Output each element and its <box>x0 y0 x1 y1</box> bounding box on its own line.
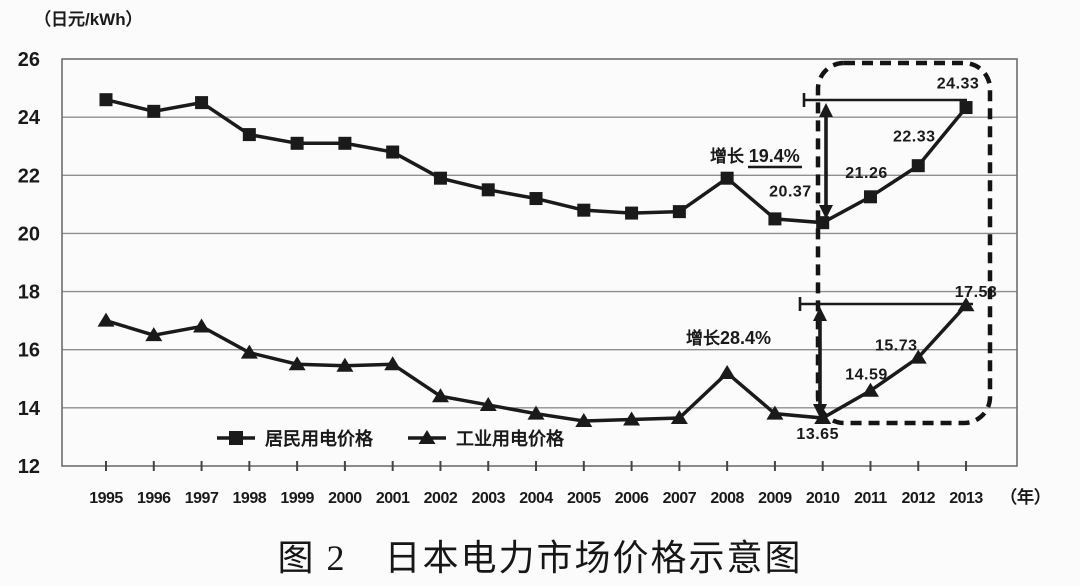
growth-industrial-label: 增长28.4% <box>686 328 771 348</box>
data-point-triangle <box>718 364 736 379</box>
data-point-triangle <box>909 349 927 364</box>
point-value-labels: 20.37 21.26 22.33 24.33 13.65 14.59 15.73 17.53 <box>769 76 997 443</box>
x-axis-unit-label: （年） <box>1000 487 1051 507</box>
x-tick-label: 2013 <box>949 490 983 507</box>
data-point-triangle <box>861 382 879 397</box>
gridlines <box>62 116 1017 409</box>
x-tick-label: 2005 <box>567 490 601 507</box>
x-tick-label: 2007 <box>663 490 697 507</box>
data-point-square <box>672 205 686 219</box>
data-point-square <box>577 203 591 217</box>
point-value-label: 24.33 <box>937 76 980 93</box>
growth-arrow-head-up <box>819 103 833 117</box>
y-tick-label: 20 <box>18 223 40 245</box>
data-point-triangle <box>623 411 641 426</box>
figure-caption: 图 2 日本电力市场价格示意图 <box>277 538 803 578</box>
data-point-square <box>768 212 782 226</box>
series-industrial <box>97 297 975 427</box>
data-point-square <box>959 101 973 115</box>
data-point-triangle <box>193 318 211 333</box>
data-point-square <box>386 145 400 159</box>
point-value-label: 22.33 <box>893 129 936 146</box>
highlight-dashed-box <box>815 60 993 426</box>
data-point-triangle <box>814 410 832 425</box>
data-point-square <box>863 190 877 204</box>
legend-label: 居民用电价格 <box>265 428 374 449</box>
y-axis-unit-label: （日元/kWh） <box>34 9 143 29</box>
x-tick-label: 2002 <box>424 490 458 507</box>
x-tick-label: 2012 <box>901 490 935 507</box>
x-tick-label: 2000 <box>328 490 362 507</box>
y-tick-label: 24 <box>18 107 41 129</box>
point-value-label: 21.26 <box>845 165 888 182</box>
y-tick-label: 22 <box>18 165 40 187</box>
data-point-triangle <box>575 412 593 427</box>
data-point-triangle <box>431 388 449 403</box>
data-point-triangle <box>479 396 497 411</box>
x-axis-labels: 1995 1996 1997 1998 1999 2000 2001 2002 2003 2004… <box>89 461 984 507</box>
y-tick-label: 14 <box>18 398 41 420</box>
data-point-square <box>195 96 209 110</box>
series-line <box>105 304 968 423</box>
data-point-triangle <box>766 405 784 420</box>
data-point-square <box>99 93 113 107</box>
x-tick-label: 2004 <box>519 490 553 507</box>
x-tick-label: 1996 <box>137 490 171 507</box>
x-tick-label: 2011 <box>854 490 887 507</box>
point-value-label: 17.53 <box>955 284 998 301</box>
x-tick-label: 2009 <box>758 490 792 507</box>
data-point-square <box>147 104 161 118</box>
data-point-square <box>625 206 639 220</box>
y-tick-label: 26 <box>18 49 40 71</box>
data-point-triangle <box>97 312 115 327</box>
x-tick-label: 2010 <box>806 490 840 507</box>
y-tick-label: 16 <box>18 340 40 362</box>
x-tick-label: 1995 <box>89 490 123 507</box>
x-tick-label: 2001 <box>376 490 410 507</box>
data-point-triangle <box>288 356 306 371</box>
x-tick-label: 1997 <box>185 490 219 507</box>
x-tick-label: 1999 <box>280 490 314 507</box>
data-point-square <box>720 171 734 185</box>
plot-border <box>61 58 1018 467</box>
electricity-price-line-chart: 12 14 16 18 20 22 24 26 1995 1996 1997 1998 1999 2000… <box>18 9 1051 507</box>
y-axis-labels: 12 14 16 18 20 22 24 26 <box>18 49 41 478</box>
data-point-square <box>481 183 495 197</box>
growth-residential-label: 增长 19.4% <box>710 146 800 166</box>
series-residential <box>99 93 973 230</box>
data-point-square <box>433 171 447 185</box>
data-point-triangle <box>670 410 688 425</box>
y-tick-label: 18 <box>18 282 40 304</box>
data-point-square <box>242 128 256 142</box>
point-value-label: 20.37 <box>769 184 812 201</box>
legend-square-icon <box>229 431 243 445</box>
point-value-label: 13.65 <box>796 426 839 443</box>
growth-arrow-head-down <box>819 205 833 219</box>
legend: 居民用电价格 工业用电价格 <box>217 428 565 449</box>
point-value-label: 15.73 <box>875 338 918 355</box>
data-point-square <box>338 136 352 150</box>
data-point-triangle <box>336 357 354 372</box>
data-point-triangle <box>145 327 163 342</box>
x-tick-label: 2008 <box>710 490 744 507</box>
growth-arrow-head-up <box>813 307 827 321</box>
x-tick-label: 2003 <box>471 490 505 507</box>
data-point-square <box>529 192 543 206</box>
growth-arrow-head-down <box>813 404 827 418</box>
legend-triangle-icon <box>418 430 436 444</box>
data-point-square <box>911 159 925 173</box>
data-point-square <box>816 216 830 230</box>
data-point-triangle <box>384 356 402 371</box>
data-point-triangle <box>240 344 258 359</box>
growth-annotations: 增长 19.4% 增长28.4% <box>686 93 973 418</box>
x-tick-label: 2006 <box>615 490 649 507</box>
legend-label: 工业用电价格 <box>456 428 565 449</box>
data-point-square <box>290 136 304 150</box>
y-tick-label: 12 <box>18 456 40 478</box>
data-point-triangle <box>527 405 545 420</box>
data-point-triangle <box>957 297 975 312</box>
x-tick-label: 1998 <box>233 490 267 507</box>
point-value-label: 14.59 <box>845 367 888 384</box>
